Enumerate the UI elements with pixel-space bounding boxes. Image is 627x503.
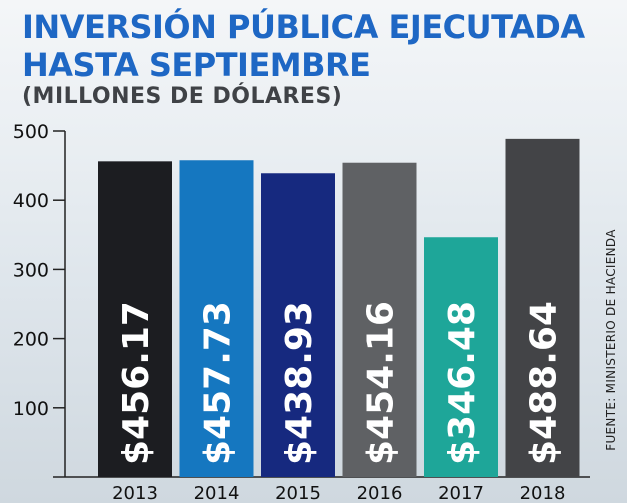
x-tick-label: 2018 xyxy=(520,483,566,503)
bar-value-label: $457.73 xyxy=(198,301,239,465)
x-tick-label: 2015 xyxy=(275,483,321,503)
y-tick-label: 200 xyxy=(13,329,49,351)
x-tick-label: 2014 xyxy=(194,483,240,503)
y-tick-label: 300 xyxy=(13,259,49,281)
bar xyxy=(505,138,580,477)
bar xyxy=(98,161,172,477)
bar-value-label: $454.16 xyxy=(361,301,402,465)
bar-value-label: $346.48 xyxy=(442,301,483,465)
x-tick-label: 2016 xyxy=(357,483,403,503)
bar xyxy=(342,162,417,477)
y-tick-label: 500 xyxy=(13,121,49,143)
chart-title: INVERSIÓN PÚBLICA EJECUTADA HASTA SEPTIE… xyxy=(22,8,585,84)
bar xyxy=(179,160,254,477)
bar-value-label: $488.64 xyxy=(524,301,565,465)
y-tick-label: 100 xyxy=(13,398,49,420)
y-tick-label: 400 xyxy=(13,190,49,212)
bar-value-label: $438.93 xyxy=(279,301,320,465)
x-tick-label: 2017 xyxy=(438,483,484,503)
bar xyxy=(424,237,498,477)
chart-subtitle: (MILLONES DE DÓLARES) xyxy=(22,84,343,109)
source-note: FUENTE: MINISTERIO DE HACIENDA xyxy=(604,229,618,451)
bar xyxy=(261,173,335,477)
x-tick-label: 2013 xyxy=(112,483,158,503)
bar-value-label: $456.17 xyxy=(116,301,157,465)
